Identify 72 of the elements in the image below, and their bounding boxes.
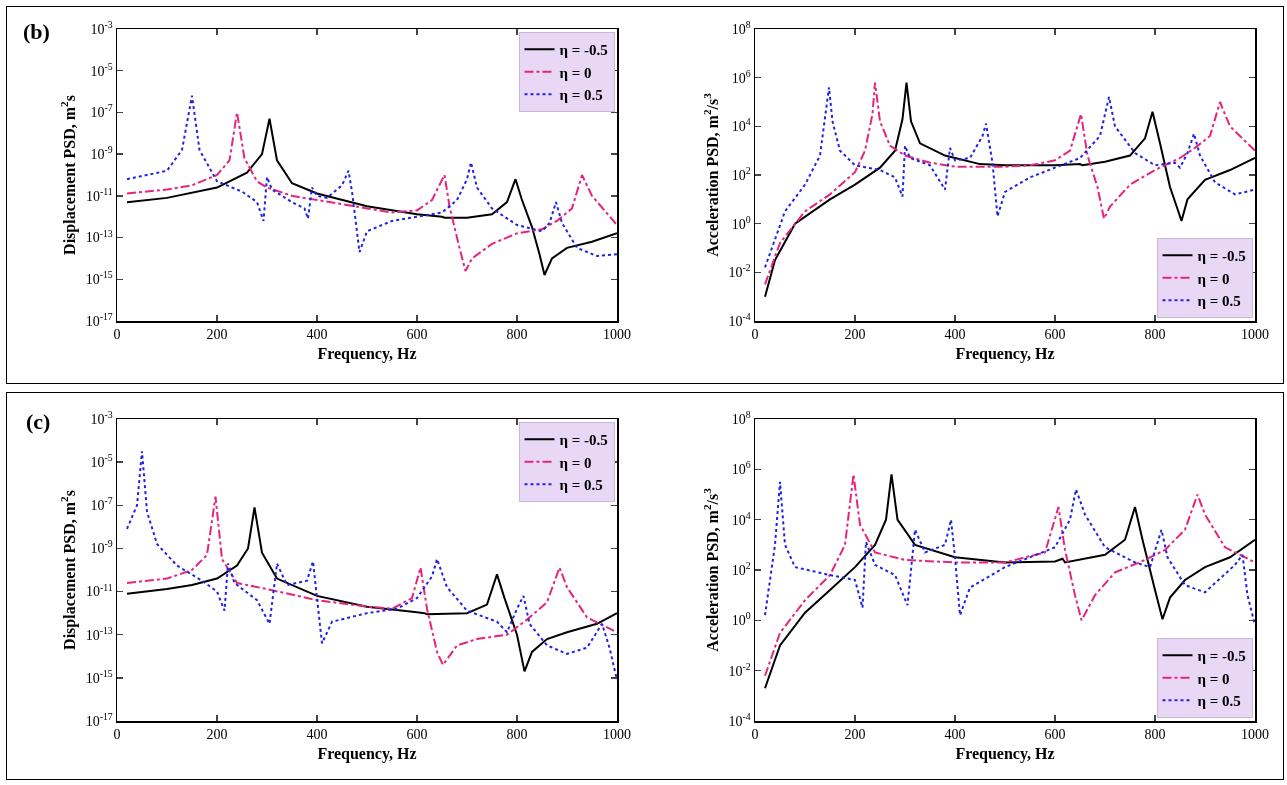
y-tick-label: 10$^{4}$ [731,116,751,135]
y-tick-label: 10$^{4}$ [731,509,751,528]
x-tick-label: 800 [506,327,528,343]
y-tick-label: 10$^{-17}$ [85,311,113,329]
legend-label: η = -0.5 [559,432,608,449]
x-tick-label: 0 [113,727,121,743]
y-tick-label: 10$^{-17}$ [85,711,113,729]
x-tick-label: 400 [944,727,966,743]
y-tick-label: 10$^{-9}$ [90,144,113,163]
x-tick-label: 200 [844,327,866,343]
text: (c) [26,409,51,434]
x-tick-label: 200 [206,327,228,343]
y-tick-label: 10$^{-5}$ [90,452,113,471]
x-tick-label: 200 [206,727,228,743]
x-axis-title: Frequency, Hz [317,344,417,363]
legend-label: η = 0 [559,64,592,81]
legend-label: η = 0.5 [559,87,603,104]
y-tick-label: 10$^{-7}$ [90,102,113,121]
legend-label: η = -0.5 [559,42,608,59]
x-axis-title: Frequency, Hz [955,344,1055,363]
x-tick-label: 600 [406,727,428,743]
x-tick-label: 200 [844,727,866,743]
legend-label: η = 0.5 [559,477,603,494]
y-tick-label: 10$^{-9}$ [90,538,113,557]
legend-label: η = 0 [1197,270,1230,287]
y-tick-label: 10$^{-3}$ [90,409,113,427]
x-tick-label: 800 [1144,727,1166,743]
y-tick-label: 10$^{-4}$ [728,711,751,729]
y-tick-label: 10$^{-2}$ [728,660,751,679]
x-tick-label: 0 [751,727,759,743]
x-tick-label: 600 [406,327,428,343]
x-tick-label: 1000 [603,727,631,743]
legend-label: η = -0.5 [1197,648,1246,665]
x-tick-label: 0 [751,327,759,343]
x-axis-title: Frequency, Hz [317,744,417,763]
y-tick-label: 10$^{-2}$ [728,262,751,281]
y-tick-label: 10$^{-13}$ [85,624,113,643]
y-tick-label: 10$^{6}$ [731,459,751,478]
legend-label: η = -0.5 [1197,248,1246,265]
y-tick-label: 10$^{-15}$ [85,667,113,686]
y-tick-label: 10$^{2}$ [731,560,751,578]
x-tick-label: 1000 [1241,727,1269,743]
y-tick-label: 10$^{-3}$ [90,19,113,37]
y-tick-label: 10$^{-15}$ [85,269,113,288]
x-tick-label: 400 [306,727,328,743]
y-tick-label: 10$^{0}$ [731,610,751,629]
y-tick-label: 10$^{6}$ [731,67,751,86]
y-tick-label: 10$^{-11}$ [86,185,113,204]
x-tick-label: 400 [306,327,328,343]
y-tick-label: 10$^{-5}$ [90,60,113,79]
x-tick-label: 400 [944,327,966,343]
legend-label: η = 0 [559,454,592,471]
x-tick-label: 600 [1044,327,1066,343]
y-tick-label: 10$^{2}$ [731,165,751,183]
legend-label: η = 0.5 [1197,293,1241,310]
text: (b) [23,19,50,44]
y-tick-label: 10$^{-7}$ [90,495,113,514]
y-tick-label: 10$^{8}$ [731,409,751,427]
y-tick-label: 10$^{-13}$ [85,227,113,246]
legend-label: η = 0 [1197,670,1230,687]
x-tick-label: 1000 [603,327,631,343]
x-axis-title: Frequency, Hz [955,744,1055,763]
x-tick-label: 800 [1144,327,1166,343]
y-tick-label: 10$^{8}$ [731,19,751,37]
x-tick-label: 1000 [1241,327,1269,343]
y-tick-label: 10$^{0}$ [731,213,751,232]
legend-label: η = 0.5 [1197,693,1241,710]
y-tick-label: 10$^{-4}$ [728,311,751,329]
x-tick-label: 0 [113,327,121,343]
x-tick-label: 800 [506,727,528,743]
x-tick-label: 600 [1044,727,1066,743]
y-tick-label: 10$^{-11}$ [86,581,113,600]
